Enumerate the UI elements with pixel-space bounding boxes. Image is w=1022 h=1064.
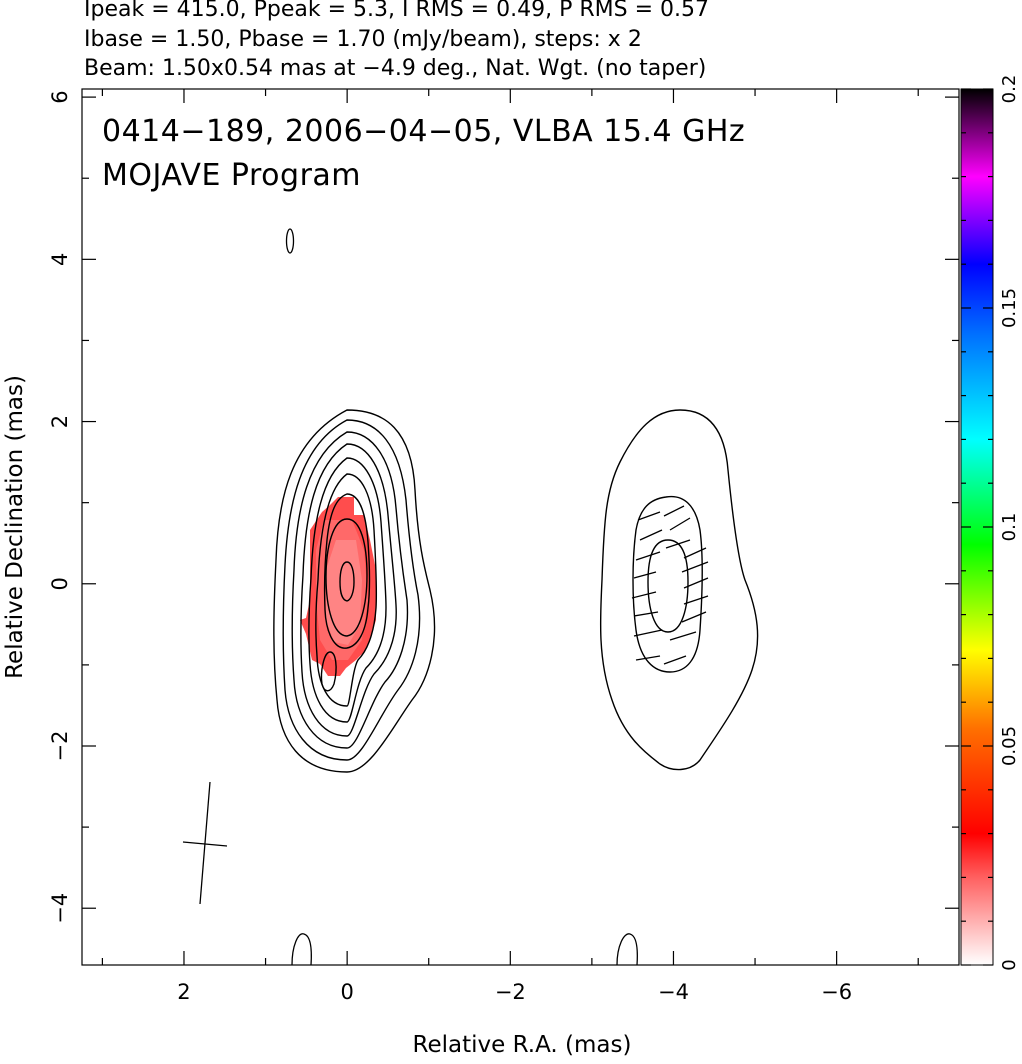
x-tick-label: −4	[658, 980, 689, 1004]
axis-ticks	[82, 89, 959, 965]
y-tick-label: −4	[48, 893, 72, 924]
colorbar-ticks: 0 0.05 0.1 0.15 0.2	[961, 75, 1020, 971]
jet-contour-1	[599, 409, 759, 771]
beam-cross	[182, 781, 228, 905]
axis-tick-labels: 2 0 −2 −4 −6 −4 −2 0 2 4 6	[48, 90, 852, 1004]
x-tick-label: 0	[340, 980, 353, 1004]
core-contour-2	[282, 419, 421, 761]
colorbar-tick-label: 0.2	[999, 75, 1020, 104]
plot-subtitle: MOJAVE Program	[102, 158, 361, 193]
header-line-1: Ipeak = 415.0, Ppeak = 5.3, I RMS = 0.49…	[84, 0, 709, 22]
y-tick-label: 2	[48, 415, 72, 428]
jet-contour-2	[632, 495, 703, 673]
core-contour-4	[300, 443, 397, 737]
polarization-patch	[300, 497, 376, 676]
colorbar-tick-label: 0.15	[999, 288, 1020, 328]
stray-contours	[285, 228, 638, 966]
y-tick-label: 0	[48, 577, 72, 590]
colorbar-tick-label: 0.05	[999, 726, 1020, 766]
core-contour-7	[323, 493, 371, 649]
core-secondary-contour	[320, 651, 337, 692]
y-axis-label: Relative Declination (mas)	[2, 375, 28, 679]
y-tick-label: −2	[48, 731, 72, 762]
x-axis-label: Relative R.A. (mas)	[413, 1032, 632, 1058]
core-contour-5	[308, 457, 387, 723]
plot-frame	[81, 88, 960, 966]
core-contour-1	[273, 409, 436, 773]
core-contour-9	[339, 561, 355, 602]
y-tick-label: 4	[48, 253, 72, 266]
y-tick-label: 6	[48, 90, 72, 103]
x-tick-label: −2	[495, 980, 526, 1004]
core-contour-8	[325, 518, 368, 637]
polarization-vectors	[631, 505, 709, 665]
jet-contour-3	[647, 539, 689, 633]
x-tick-label: 2	[177, 980, 190, 1004]
header-line-2: Ibase = 1.50, Pbase = 1.70 (mJy/beam), s…	[84, 27, 642, 52]
x-tick-label: −6	[821, 980, 852, 1004]
colorbar-tick-label: 0.1	[999, 513, 1020, 542]
core-contours	[273, 409, 436, 773]
colorbar-tick-label: 0	[999, 959, 1020, 970]
core-contour-6	[315, 473, 378, 707]
plot-title: 0414−189, 2006−04−05, VLBA 15.4 GHz	[102, 114, 745, 149]
jet-contours	[599, 409, 759, 771]
header-line-3: Beam: 1.50x0.54 mas at −4.9 deg., Nat. W…	[84, 56, 706, 81]
core-contour-3	[291, 431, 409, 749]
